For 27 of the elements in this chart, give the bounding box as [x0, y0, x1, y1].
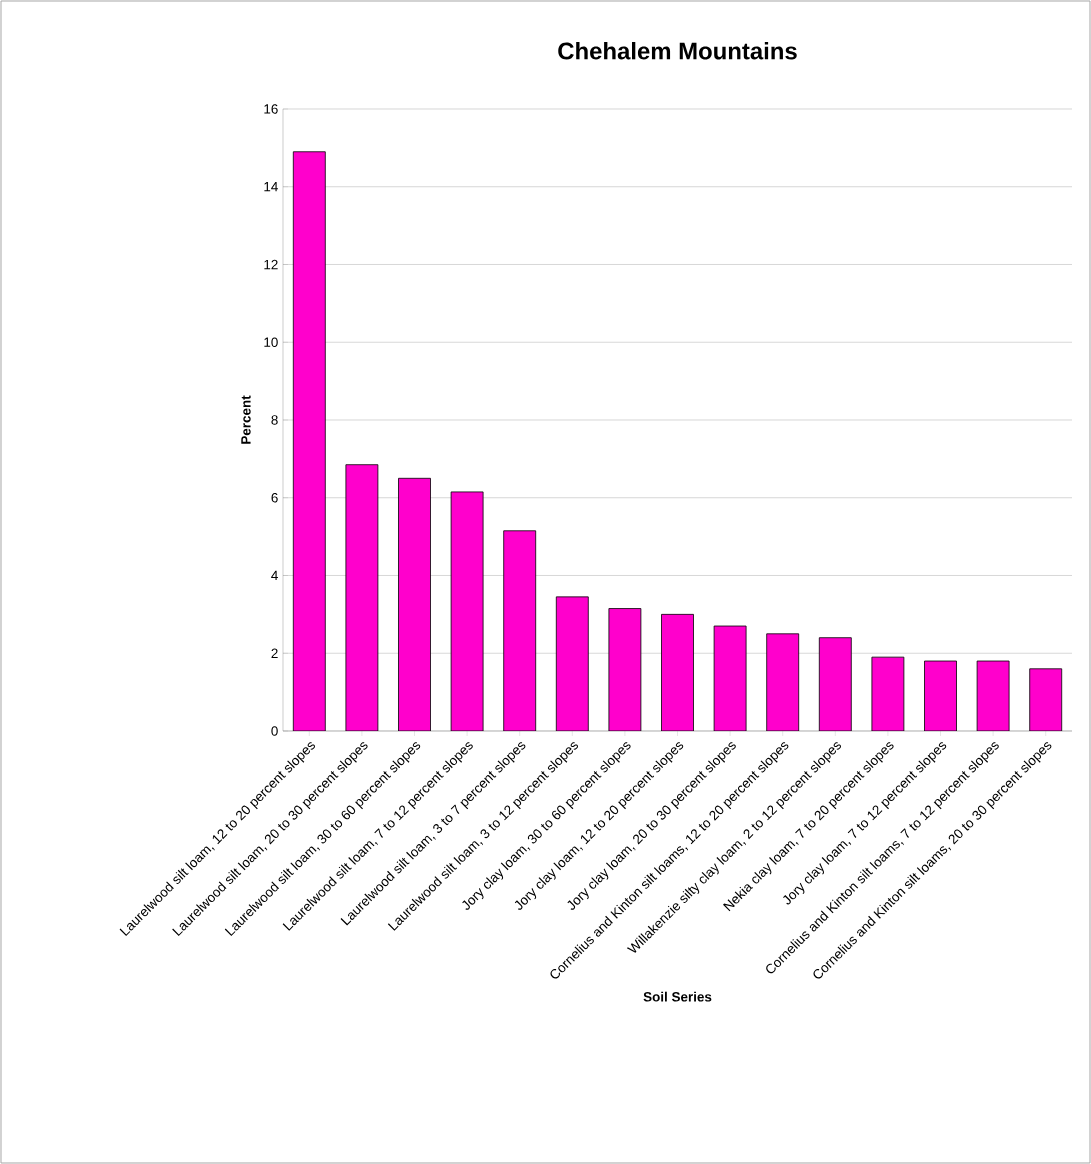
y-axis-title: Percent [241, 395, 251, 444]
bar [766, 633, 800, 731]
bar [345, 464, 379, 731]
bar [713, 625, 747, 731]
bar [924, 660, 957, 731]
y-tick-label: 0 [271, 726, 278, 736]
y-tick-label: 16 [264, 104, 278, 114]
y-tick-label: 8 [271, 415, 278, 425]
y-tick-label: 4 [271, 570, 278, 581]
y-tick-label: 12 [264, 259, 278, 270]
x-axis-title: Soil Series [643, 991, 712, 1002]
chart-title: Chehalem Mountains [558, 41, 797, 60]
y-tick-label: 2 [271, 648, 278, 658]
bar [450, 491, 484, 731]
bar [292, 151, 326, 731]
bar [555, 596, 589, 731]
y-tick-label: 10 [264, 337, 278, 347]
bar [503, 530, 537, 731]
bar [1029, 668, 1063, 731]
bar [608, 608, 642, 731]
bar [661, 613, 694, 731]
y-tick-label: 14 [264, 182, 278, 192]
bar [976, 660, 1010, 731]
bar [818, 637, 852, 731]
bar [398, 477, 431, 731]
y-tick-label: 6 [271, 492, 278, 503]
bar [871, 656, 905, 731]
